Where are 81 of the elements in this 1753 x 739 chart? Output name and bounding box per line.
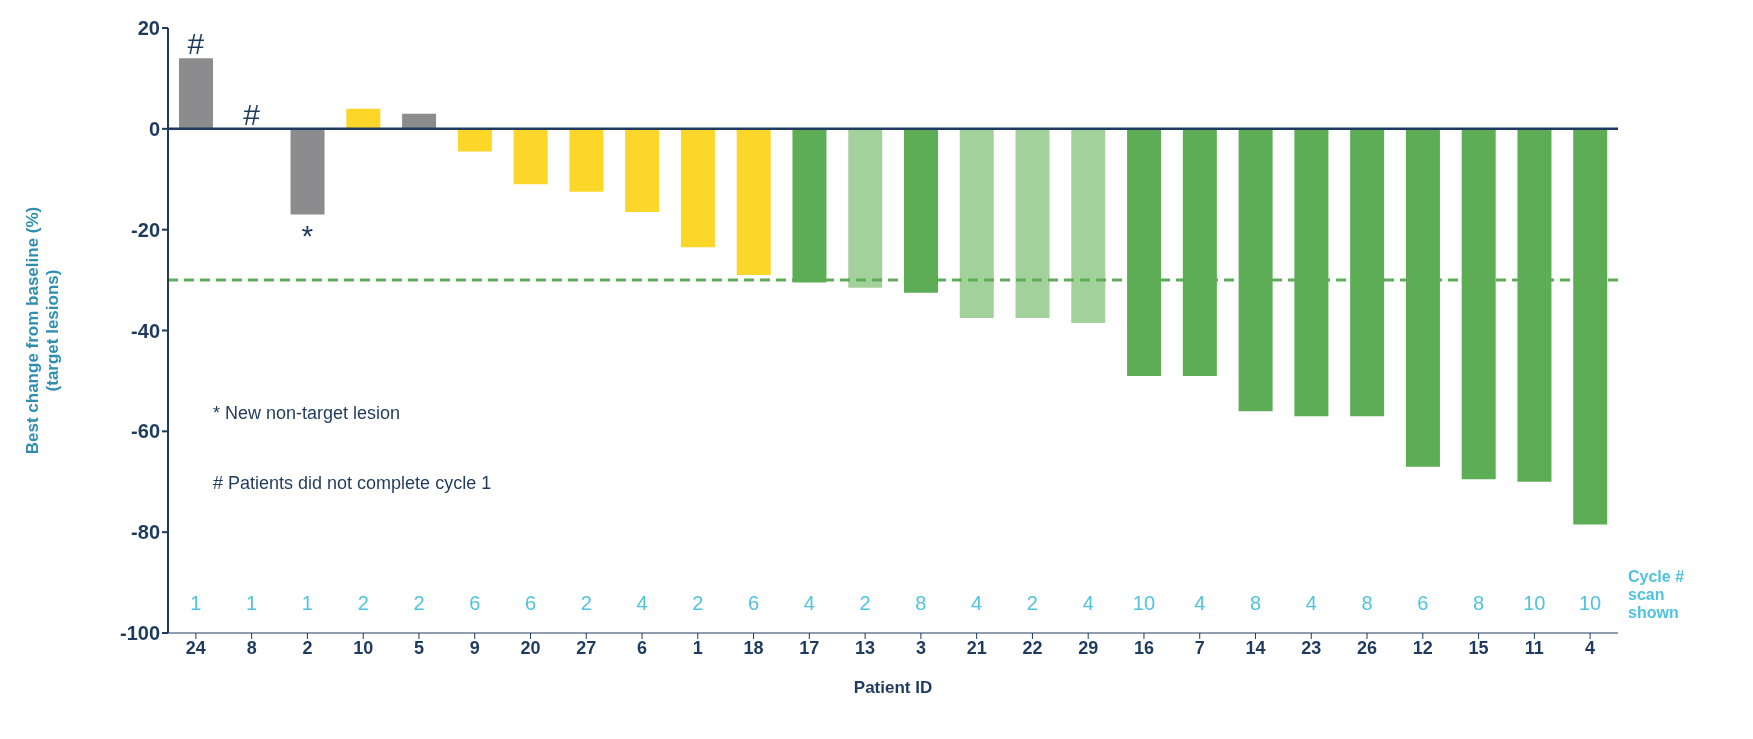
annotation: 1 <box>300 592 314 615</box>
bar <box>402 113 437 129</box>
annotation: 6 <box>1416 592 1430 615</box>
annotation: 10 <box>1578 592 1603 615</box>
bar <box>290 128 325 215</box>
annotation: 4 <box>1081 592 1095 615</box>
annotation: 6 <box>747 592 761 615</box>
x-tick-label: 14 <box>1245 637 1266 658</box>
annotation: 10 <box>1522 592 1547 615</box>
annotation: 8 <box>1472 592 1486 615</box>
bar <box>569 128 604 192</box>
x-tick-label: 26 <box>1357 637 1378 658</box>
bar <box>457 128 492 152</box>
annotation: 2 <box>579 592 593 615</box>
x-tick-label: 7 <box>1194 637 1205 658</box>
x-tick-label: 18 <box>743 637 764 658</box>
annotation: 1 <box>189 592 203 615</box>
annotation: 1 <box>245 592 259 615</box>
x-tick-label: 23 <box>1301 637 1322 658</box>
annotation: 8 <box>1360 592 1374 615</box>
x-tick-label: 2 <box>302 637 313 658</box>
x-axis-title: Patient ID <box>853 678 933 697</box>
annotation: 4 <box>802 592 816 615</box>
x-tick-label: 22 <box>1022 637 1043 658</box>
bar <box>1015 128 1050 318</box>
annotation: 6 <box>523 592 538 615</box>
annotation: 4 <box>970 592 984 615</box>
x-tick-label: 11 <box>1524 637 1544 658</box>
annotation: 4 <box>635 592 649 615</box>
annotation: 2 <box>1025 592 1039 615</box>
x-tick-label: 24 <box>185 637 206 658</box>
annotation: 2 <box>858 592 872 615</box>
x-tick-label: 17 <box>799 637 820 658</box>
x-tick-label: 5 <box>413 637 424 658</box>
x-tick-label: 29 <box>1078 637 1099 658</box>
x-tick-label: 1 <box>692 637 703 658</box>
bar <box>848 128 883 288</box>
y-tick-label: -80 <box>131 521 160 544</box>
bar <box>1071 128 1106 323</box>
x-tick-label: 15 <box>1468 637 1489 658</box>
bar <box>513 128 548 185</box>
annotation: * <box>301 218 314 252</box>
x-tick-label: 12 <box>1412 637 1433 658</box>
text: Cycle # scan shown <box>1628 568 1686 622</box>
y-tick-label: 20 <box>137 17 160 40</box>
y-tick-label: -20 <box>131 218 160 241</box>
annotation: 2 <box>356 592 370 615</box>
annotation: 4 <box>1193 592 1207 615</box>
annotation: # <box>243 97 261 131</box>
bar <box>959 128 994 318</box>
x-tick-label: 4 <box>1585 637 1596 658</box>
x-tick-label: 27 <box>576 637 597 658</box>
x-tick-label: 16 <box>1133 637 1154 658</box>
x-tick-label: 8 <box>246 637 257 658</box>
annotation: 10 <box>1131 592 1157 615</box>
annotation: * New non-target lesion <box>213 403 401 424</box>
bar <box>179 58 213 129</box>
y-axis-title: Best change from baseline (%) (target lesions) <box>23 206 62 455</box>
annotation: # Patients did not complete cycle 1 <box>213 473 492 494</box>
annotation: # <box>187 27 205 61</box>
annotation: 2 <box>412 592 426 615</box>
x-tick-label: 6 <box>637 637 648 658</box>
bar <box>736 128 771 276</box>
bar <box>346 108 381 129</box>
annotation: 8 <box>914 592 928 615</box>
annotation: 4 <box>1304 592 1318 615</box>
annotation: 8 <box>1248 592 1263 615</box>
annotation: 2 <box>691 592 705 615</box>
y-tick-label: -40 <box>131 319 160 342</box>
y-tick-label: -100 <box>119 622 160 645</box>
bar <box>680 128 715 248</box>
y-tick-label: 0 <box>148 117 160 140</box>
x-tick-label: 13 <box>855 637 876 658</box>
x-tick-label: 3 <box>915 637 926 658</box>
x-tick-label: 10 <box>353 637 374 658</box>
x-tick-label: 21 <box>966 637 987 658</box>
bar <box>625 128 660 213</box>
y-tick-label: -60 <box>131 420 160 443</box>
annotation: 6 <box>468 592 482 615</box>
x-tick-label: 20 <box>520 637 541 658</box>
x-tick-label: 9 <box>469 637 480 658</box>
